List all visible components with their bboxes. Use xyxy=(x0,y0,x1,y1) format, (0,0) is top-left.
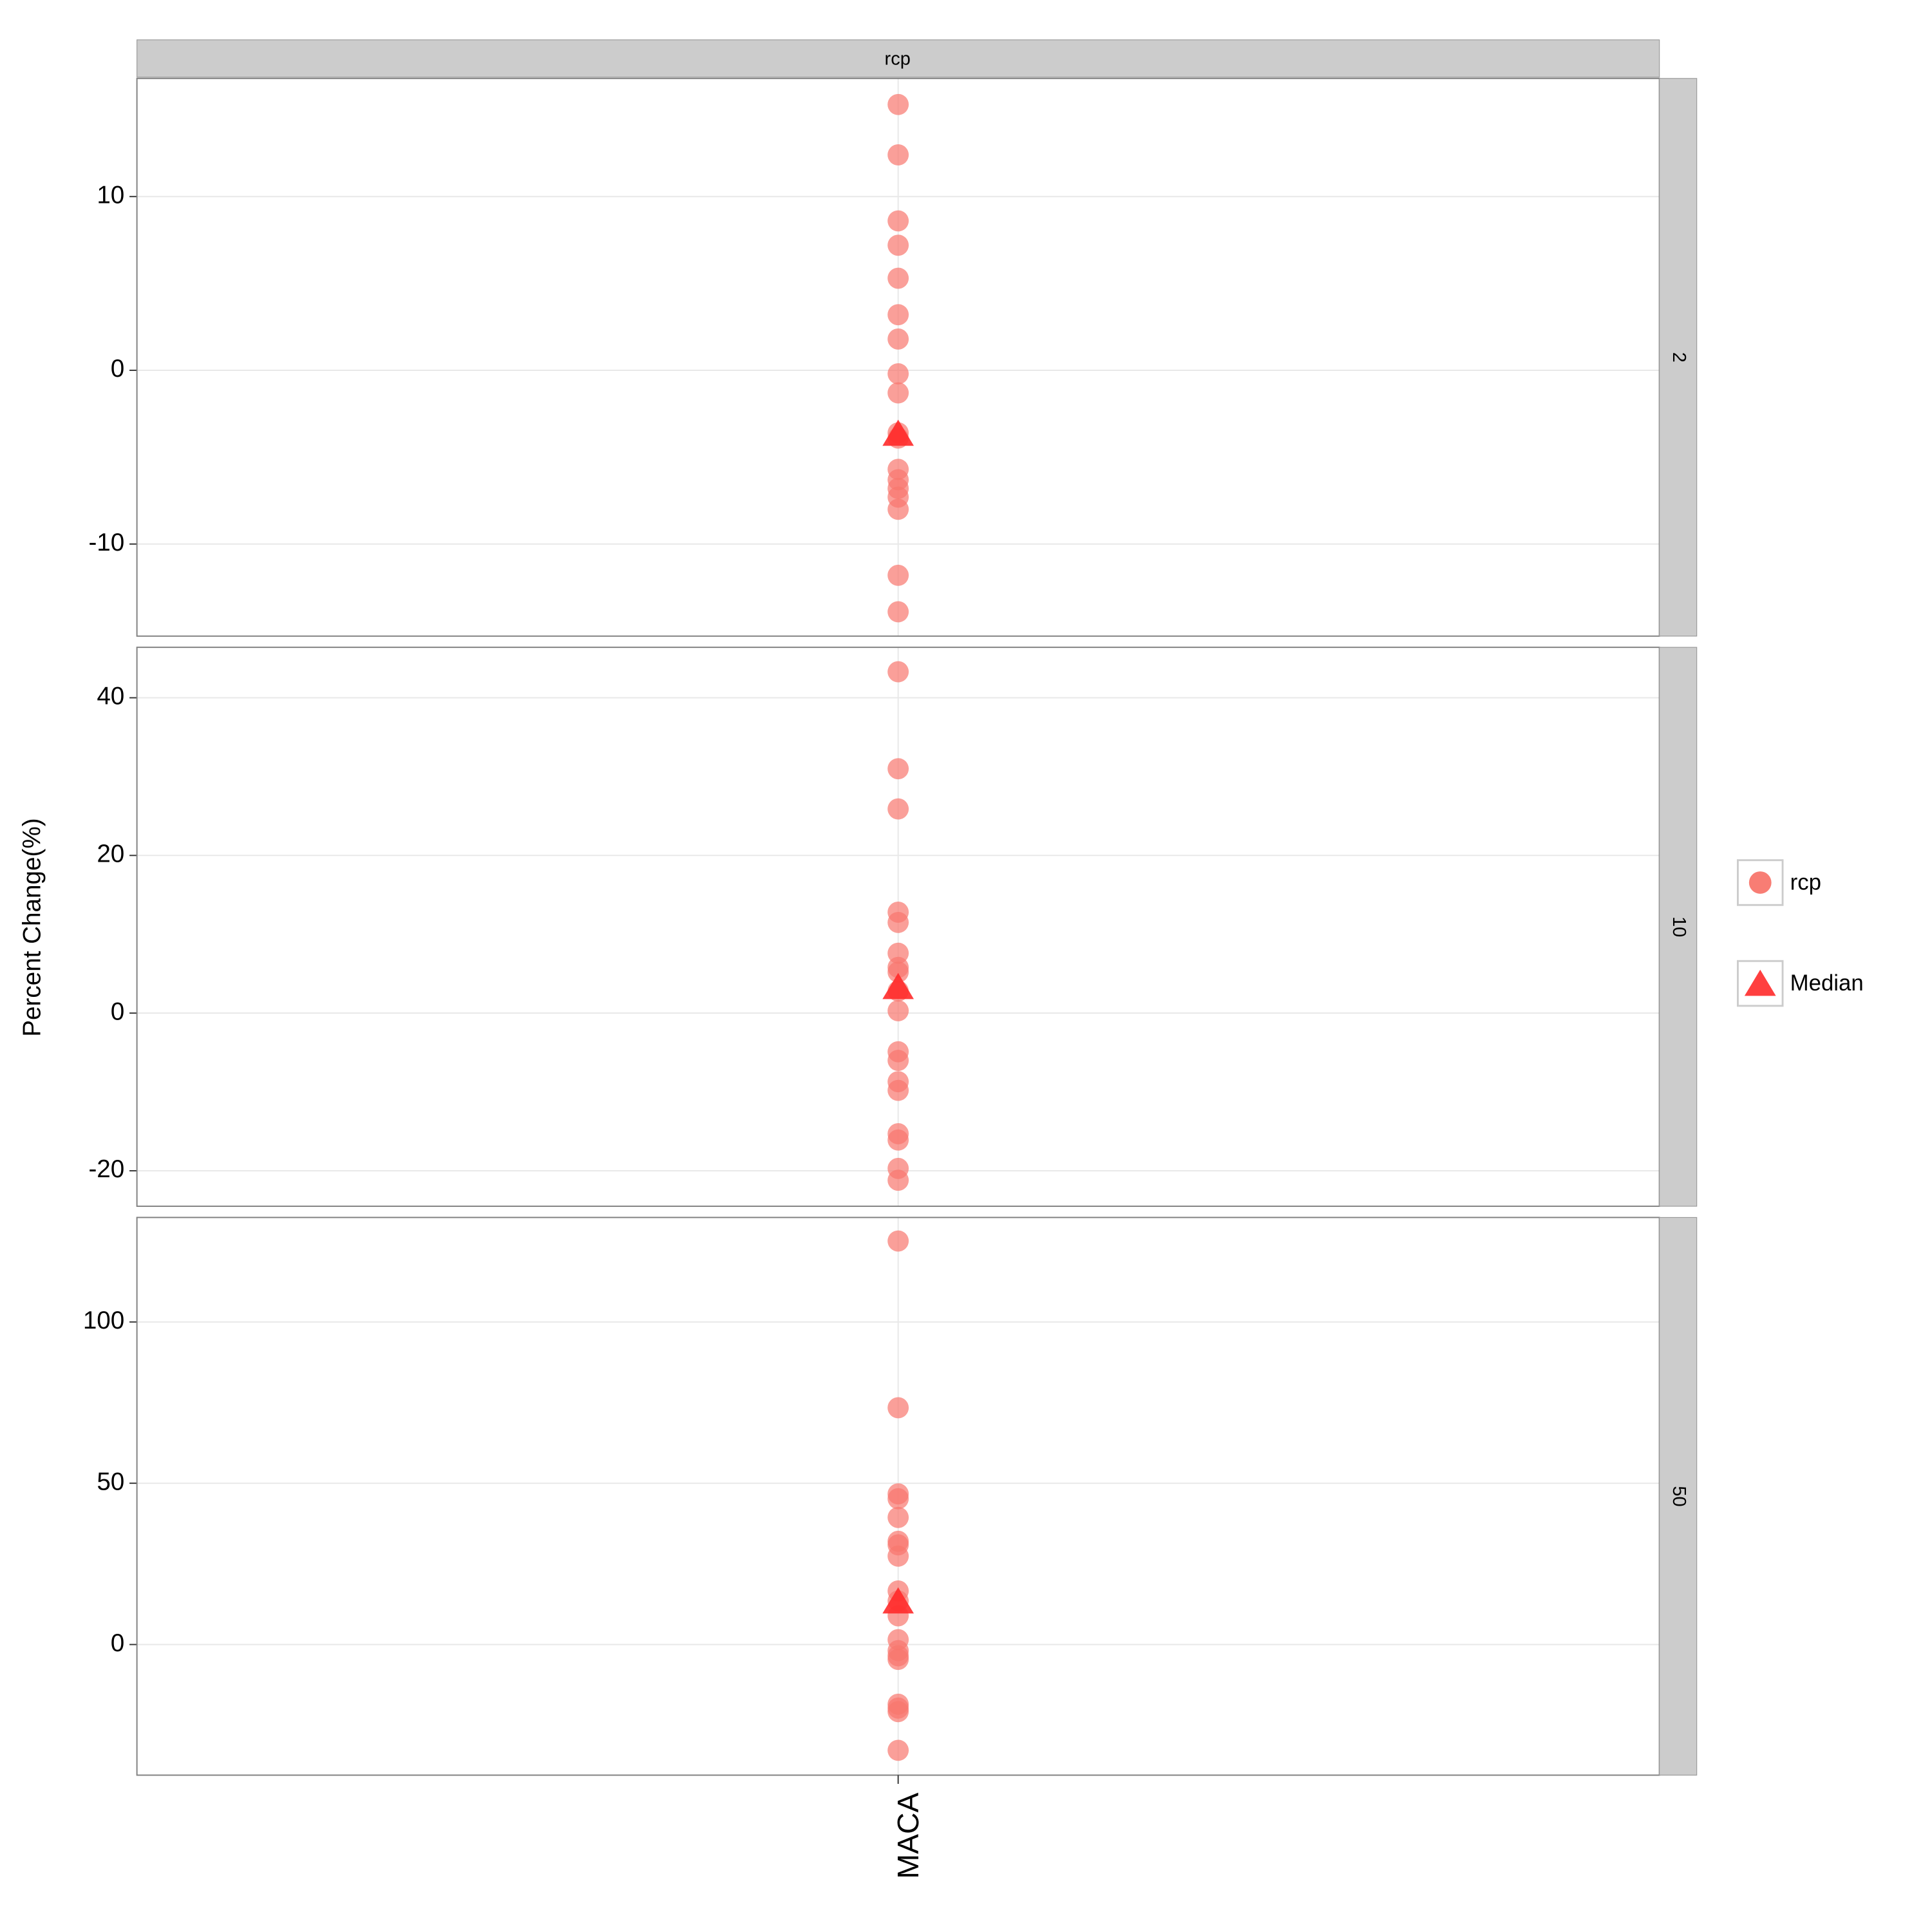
row-strip xyxy=(1659,1217,1698,1776)
point xyxy=(887,382,909,404)
legend-symbol xyxy=(1744,969,1776,996)
point xyxy=(887,1079,909,1101)
x-tick-label: MACA xyxy=(891,1792,925,1879)
point xyxy=(887,1739,909,1761)
point xyxy=(887,1506,909,1528)
column-strip-label: rcp xyxy=(885,48,911,69)
point xyxy=(887,911,909,933)
point xyxy=(887,1488,909,1510)
point xyxy=(887,328,909,350)
legend-symbol xyxy=(1748,871,1772,894)
point xyxy=(887,363,909,384)
y-tick-label: -10 xyxy=(88,529,124,556)
y-tick-label: 0 xyxy=(111,355,125,383)
legend-label: rcp xyxy=(1790,871,1821,895)
point xyxy=(887,961,909,983)
y-tick-label: 50 xyxy=(97,1468,124,1495)
median-marker xyxy=(882,972,914,999)
point xyxy=(887,758,909,780)
point xyxy=(887,661,909,683)
row-strip-label: 50 xyxy=(1669,1486,1689,1506)
point xyxy=(887,1397,909,1419)
point xyxy=(887,1170,909,1191)
point xyxy=(887,798,909,820)
point xyxy=(887,1000,909,1021)
point xyxy=(887,1129,909,1151)
row-strip xyxy=(1659,78,1698,637)
y-tick-label: 100 xyxy=(83,1307,124,1334)
point xyxy=(887,1230,909,1252)
point xyxy=(887,304,909,326)
point xyxy=(887,234,909,256)
legend-label: Median xyxy=(1790,971,1864,996)
y-tick-label: 0 xyxy=(111,1629,125,1657)
point xyxy=(887,267,909,289)
median-marker xyxy=(882,419,914,446)
point xyxy=(887,1545,909,1567)
point xyxy=(887,93,909,115)
point xyxy=(887,1050,909,1072)
point xyxy=(887,1701,909,1723)
point xyxy=(887,601,909,623)
point xyxy=(887,1649,909,1671)
row-strip-label: 10 xyxy=(1669,916,1689,937)
point xyxy=(887,498,909,520)
y-tick-label: 20 xyxy=(97,840,124,868)
y-axis-label: Percent Change(%) xyxy=(18,818,46,1036)
point xyxy=(887,564,909,586)
y-tick-label: -20 xyxy=(88,1155,124,1183)
point xyxy=(887,210,909,232)
row-strip-label: 2 xyxy=(1669,352,1689,363)
row-strip xyxy=(1659,647,1698,1207)
y-tick-label: 40 xyxy=(97,683,124,710)
y-tick-label: 0 xyxy=(111,998,125,1025)
point xyxy=(887,144,909,166)
median-marker xyxy=(882,1587,914,1614)
column-strip xyxy=(137,39,1660,78)
y-tick-label: 10 xyxy=(97,181,124,209)
